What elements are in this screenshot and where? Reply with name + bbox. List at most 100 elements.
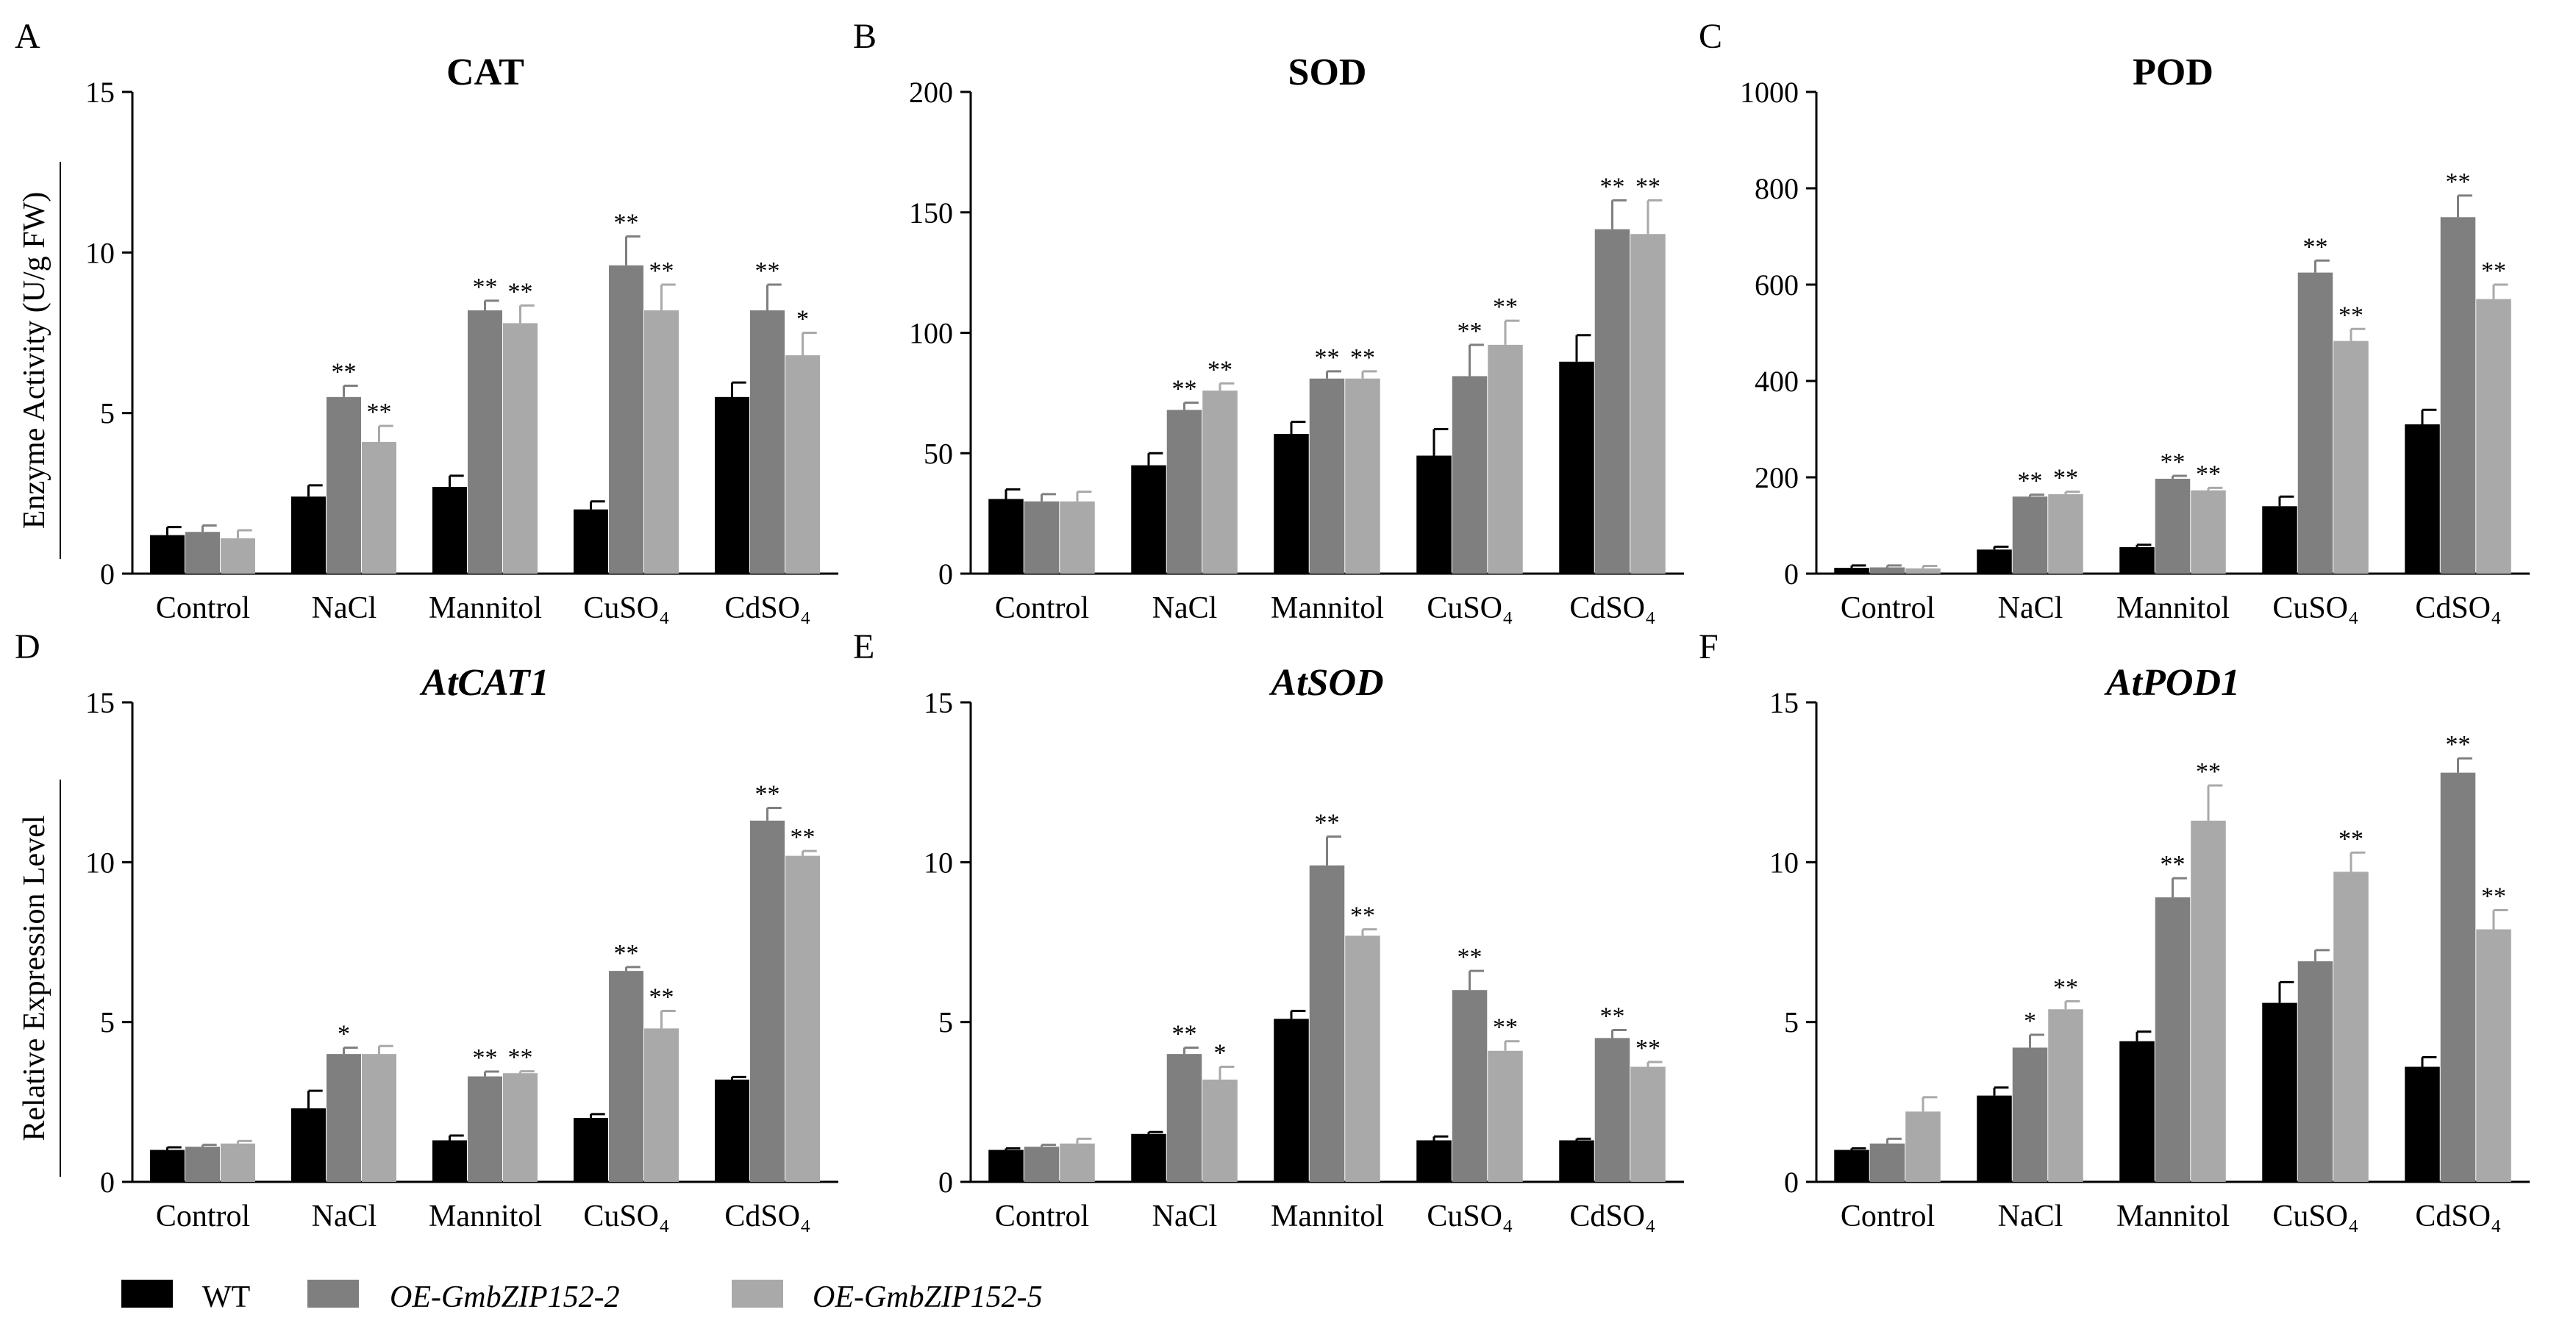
panel-c-y-tick-label: 1000 xyxy=(1740,76,1799,109)
panel-b-bar-oe-gmbzip152-2-mannitol-significance: ** xyxy=(1315,344,1340,371)
panel-a-bar-oe-gmbzip152-5-nacl xyxy=(362,441,396,574)
panel-b-bar-oe-gmbzip152-2-cuso-significance: ** xyxy=(1458,318,1483,345)
panel-d-category-label-nacl: NaCl xyxy=(312,1200,377,1233)
y-axis-label-enzyme-activity-text: Enzyme Activity (U/g FW) xyxy=(18,192,51,529)
panel-b-bar-wt-nacl xyxy=(1131,465,1166,574)
panel-f-y-tick-label: 10 xyxy=(1769,846,1799,879)
panel-b-bar-oe-gmbzip152-5-nacl xyxy=(1202,391,1238,574)
panel-d-category-label-cuso: CuSO₄ xyxy=(583,1200,669,1233)
panel-a-bar-oe-gmbzip152-5-cuso-significance: ** xyxy=(649,257,674,285)
panel-a-bar-oe-gmbzip152-2-cdso-significance: ** xyxy=(755,257,780,285)
panel-a-bar-oe-gmbzip152-5-mannitol xyxy=(503,323,538,574)
panel-b-y-tick-label: 200 xyxy=(909,76,953,109)
panel-e-bar-wt-control xyxy=(988,1150,1024,1182)
panel-a-bar-wt-cuso xyxy=(574,509,608,574)
panel-f-y-tick-label: 0 xyxy=(1784,1166,1799,1199)
panel-d-bar-oe-gmbzip152-5-control xyxy=(221,1143,255,1182)
panel-e-bar-oe-gmbzip152-2-nacl xyxy=(1166,1054,1202,1182)
panel-b-y-tick-label: 100 xyxy=(909,317,953,350)
panel-a-y-tick-label: 5 xyxy=(100,397,115,430)
panel-a-bar-oe-gmbzip152-2-cuso xyxy=(609,265,643,574)
panel-f-y-tick-label: 5 xyxy=(1784,1006,1799,1039)
panel-d-category-label-mannitol: Mannitol xyxy=(429,1200,542,1233)
panel-c-y-tick-label: 200 xyxy=(1755,461,1799,494)
panel-e-y-tick-label: 5 xyxy=(938,1006,953,1039)
panel-e-bar-wt-nacl xyxy=(1131,1133,1166,1182)
panel-c-bar-oe-gmbzip152-5-nacl xyxy=(2048,493,2083,574)
panel-e-bar-oe-gmbzip152-5-mannitol xyxy=(1345,935,1380,1182)
panel-f-title: AtPOD1 xyxy=(2104,662,2240,704)
panel-d-bar-oe-gmbzip152-2-cdso-significance: ** xyxy=(755,780,780,808)
panel-c-bar-oe-gmbzip152-5-mannitol-significance: ** xyxy=(2196,460,2221,488)
panel-f-bar-wt-cuso xyxy=(2262,1002,2297,1182)
panel-a-bar-oe-gmbzip152-2-control xyxy=(185,532,220,574)
panel-d-bar-oe-gmbzip152-2-control xyxy=(185,1147,220,1182)
panel-f-bar-oe-gmbzip152-5-cuso-significance: ** xyxy=(2338,825,2363,852)
panel-b-bar-oe-gmbzip152-5-control xyxy=(1060,501,1095,574)
panel-d-bar-oe-gmbzip152-5-mannitol-significance: ** xyxy=(508,1044,533,1072)
panel-c: C POD 0 200 400 600 800 1000 Control ** ** NaCl ** **… xyxy=(1699,17,2530,625)
panel-e-bar-oe-gmbzip152-2-mannitol xyxy=(1309,865,1345,1182)
panel-e-bar-wt-mannitol xyxy=(1274,1019,1309,1182)
panel-a-bar-oe-gmbzip152-5-cdso-significance: * xyxy=(796,306,809,333)
panel-c-bar-oe-gmbzip152-2-cuso-significance: ** xyxy=(2303,233,2328,260)
panel-c-bar-oe-gmbzip152-5-nacl-significance: ** xyxy=(2053,465,2078,492)
panel-b-category-label-cdso: CdSO₄ xyxy=(1569,591,1655,625)
panel-a-category-label-cdso: CdSO₄ xyxy=(724,591,810,625)
panel-b-bar-oe-gmbzip152-5-cuso xyxy=(1488,344,1523,574)
panel-b-bar-oe-gmbzip152-2-control xyxy=(1024,501,1060,574)
panel-f-category-label-nacl: NaCl xyxy=(1998,1200,2063,1233)
panel-b-bar-oe-gmbzip152-5-nacl-significance: ** xyxy=(1207,356,1232,383)
panel-a-bar-oe-gmbzip152-5-cdso xyxy=(785,355,820,574)
panel-a-bar-oe-gmbzip152-5-control xyxy=(221,538,255,574)
panel-a-category-label-nacl: NaCl xyxy=(312,591,377,625)
panel-b-letter: B xyxy=(853,17,877,56)
legend-label-oe-2: OE-GmbZIP152-2 xyxy=(390,1280,620,1314)
panel-e-bar-oe-gmbzip152-2-nacl-significance: ** xyxy=(1172,1020,1197,1047)
panel-c-y-tick-label: 800 xyxy=(1755,172,1799,205)
panel-f-bar-wt-control xyxy=(1834,1150,1869,1182)
panel-d-bar-wt-control xyxy=(150,1150,185,1182)
panel-b-y-tick-label: 50 xyxy=(924,437,953,470)
panel-d-title: AtCAT1 xyxy=(419,662,549,704)
legend-swatch-oe-5 xyxy=(732,1280,783,1308)
panel-a-category-label-mannitol: Mannitol xyxy=(429,591,542,625)
panel-b-bar-oe-gmbzip152-2-cuso xyxy=(1452,376,1488,574)
legend-item-oe-2: OE-GmbZIP152-2 xyxy=(307,1280,620,1314)
panel-b-category-label-cuso: CuSO₄ xyxy=(1427,591,1513,625)
panel-b-bar-oe-gmbzip152-5-cdso xyxy=(1630,234,1666,574)
panel-c-bar-oe-gmbzip152-2-cdso xyxy=(2440,217,2476,574)
panel-d-bar-wt-cdso xyxy=(715,1079,749,1182)
panel-b-bar-oe-gmbzip152-5-mannitol-significance: ** xyxy=(1350,344,1375,371)
panel-f-bar-oe-gmbzip152-5-cuso xyxy=(2333,872,2369,1182)
panel-a-letter: A xyxy=(15,17,40,56)
panel-c-category-label-cuso: CuSO₄ xyxy=(2272,591,2358,625)
y-axis-label-enzyme-activity: Enzyme Activity (U/g FW) xyxy=(18,162,61,559)
panel-d-bar-oe-gmbzip152-2-mannitol xyxy=(468,1076,502,1182)
panel-d-bar-wt-mannitol xyxy=(432,1140,467,1182)
panel-b-bar-oe-gmbzip152-2-nacl-significance: ** xyxy=(1172,375,1197,402)
panel-d-y-tick-label: 0 xyxy=(100,1166,115,1199)
panel-c-category-label-mannitol: Mannitol xyxy=(2116,591,2230,625)
panel-c-bar-oe-gmbzip152-2-mannitol xyxy=(2155,478,2191,574)
panel-e-title: AtSOD xyxy=(1269,662,1383,704)
panel-e-category-label-cuso: CuSO₄ xyxy=(1427,1200,1513,1233)
panel-e-bar-oe-gmbzip152-2-cdso-significance: ** xyxy=(1600,1003,1625,1030)
panel-e-bar-oe-gmbzip152-2-cdso xyxy=(1594,1038,1630,1182)
panel-e-bar-oe-gmbzip152-5-nacl xyxy=(1202,1079,1238,1182)
panel-b-bar-oe-gmbzip152-2-nacl xyxy=(1166,410,1202,574)
panel-c-bar-oe-gmbzip152-2-nacl xyxy=(2012,496,2048,574)
panel-d-bar-oe-gmbzip152-2-mannitol-significance: ** xyxy=(473,1044,498,1072)
panel-d-bar-oe-gmbzip152-2-nacl xyxy=(327,1054,361,1182)
panel-e-y-tick-label: 0 xyxy=(938,1166,953,1199)
y-axis-label-relative-expression-text: Relative Expression Level xyxy=(18,815,51,1141)
panel-e: EAtSOD051015Control***NaCl****Mannitol**… xyxy=(853,627,1684,1233)
panel-b-category-label-mannitol: Mannitol xyxy=(1271,591,1384,625)
panel-b-category-label-nacl: NaCl xyxy=(1152,591,1218,625)
panel-c-bar-oe-gmbzip152-5-mannitol xyxy=(2191,490,2226,574)
panel-b-bar-wt-cuso xyxy=(1416,455,1452,574)
panel-c-bar-oe-gmbzip152-5-cuso xyxy=(2333,341,2369,574)
panel-b-bar-wt-control xyxy=(988,499,1024,574)
